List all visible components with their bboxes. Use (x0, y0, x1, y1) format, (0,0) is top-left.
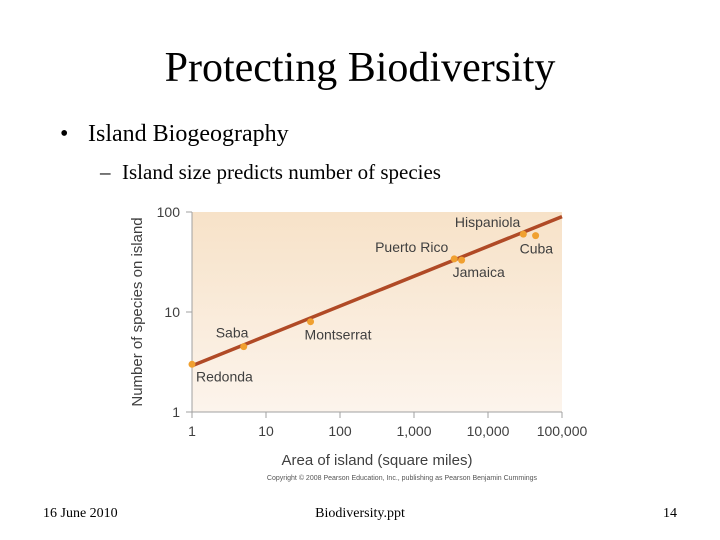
sub-bullet-marker: – (100, 160, 111, 184)
data-point-hispaniola (519, 230, 527, 238)
data-label-redonda: Redonda (196, 368, 253, 384)
bullet-item: • Island Biogeography (60, 118, 289, 150)
data-point-cuba (532, 232, 540, 240)
copyright-credit: Copyright © 2008 Pearson Education, Inc.… (267, 474, 538, 482)
data-label-jamaica: Jamaica (453, 264, 505, 280)
species-area-chart: 1 10 100 1,000 10,000 100,000 1 10 100 Area of is… (129, 204, 588, 482)
slide-title: Protecting Biodiversity (164, 45, 556, 91)
data-point-montserrat (307, 318, 315, 326)
data-label-hispaniola: Hispaniola (455, 214, 521, 230)
y-tick-label: 100 (157, 204, 181, 220)
data-label-cuba: Cuba (520, 241, 554, 257)
plot-area (192, 212, 562, 412)
data-label-puerto-rico: Puerto Rico (375, 239, 448, 255)
x-tick-label: 10 (258, 423, 274, 439)
bullet-text: Island Biogeography (88, 121, 289, 147)
x-tick-label: 100,000 (537, 423, 588, 439)
footer-filename: Biodiversity.ppt (315, 506, 405, 521)
x-tick-label: 10,000 (467, 423, 510, 439)
trend-line (191, 214, 563, 368)
data-point-saba (240, 343, 248, 351)
x-tick-label: 1,000 (396, 423, 431, 439)
sub-bullet-text: Island size predicts number of species (122, 160, 441, 184)
x-axis-label: Area of island (square miles) (282, 452, 473, 469)
bullet-marker: • (60, 121, 69, 147)
data-point-puerto-rico (450, 255, 458, 263)
data-label-montserrat: Montserrat (305, 327, 372, 343)
sub-bullet-item: – Island size predicts number of species (100, 157, 441, 187)
data-point-jamaica (458, 256, 466, 264)
footer-page-number: 14 (663, 506, 677, 521)
data-label-saba: Saba (216, 325, 249, 341)
x-tick-label: 1 (188, 423, 196, 439)
y-tick-label: 10 (164, 304, 180, 320)
x-tick-label: 100 (328, 423, 352, 439)
data-point-redonda (188, 360, 196, 368)
y-tick-label: 1 (172, 404, 180, 420)
y-axis-label: Number of species on island (129, 217, 146, 406)
footer-date: 16 June 2010 (43, 506, 118, 521)
